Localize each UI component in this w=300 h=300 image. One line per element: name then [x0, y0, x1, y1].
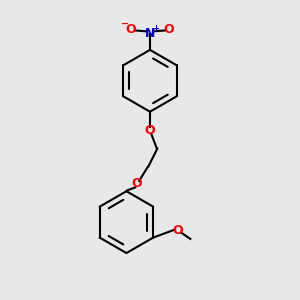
Text: O: O	[125, 23, 136, 36]
Text: O: O	[145, 124, 155, 137]
Text: O: O	[131, 177, 142, 190]
Text: O: O	[173, 224, 183, 238]
Text: −: −	[121, 18, 129, 28]
Text: N: N	[145, 27, 155, 40]
Text: O: O	[164, 23, 175, 36]
Text: +: +	[152, 24, 159, 33]
